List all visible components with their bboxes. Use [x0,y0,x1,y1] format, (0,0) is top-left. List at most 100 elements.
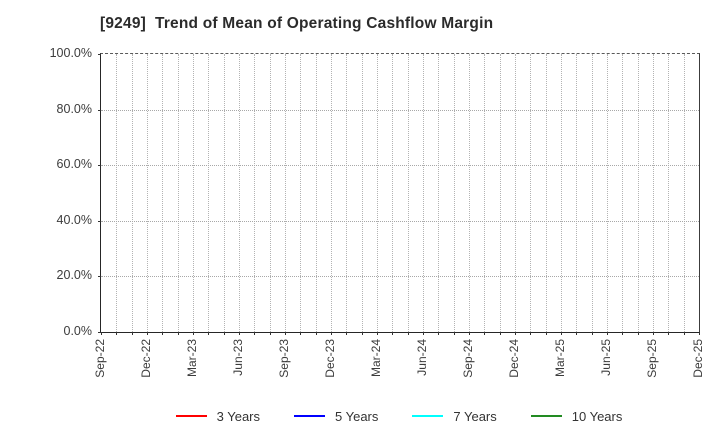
gridline-vertical [561,54,562,332]
x-axis-tick [438,332,440,335]
gridline-vertical [377,54,378,332]
x-axis-tick [607,332,608,335]
y-tick-label: 40.0% [56,212,92,227]
x-axis-tick [453,332,455,335]
x-axis-tick [683,332,685,335]
x-axis-tick [530,332,532,335]
gridline-vertical [423,54,424,332]
gridline-vertical [193,54,194,332]
gridline-vertical [131,54,133,332]
legend-label-5-years: 5 Years [335,408,379,424]
x-tick-label: Jun-24 [415,339,429,376]
gridline-vertical [116,54,118,332]
gridline-vertical [499,54,501,332]
x-tick-label: Sep-25 [645,339,659,378]
gridline-vertical [591,54,593,332]
x-axis-tick [208,332,210,335]
x-tick-label: Mar-23 [185,339,199,378]
gridline-vertical [223,54,225,332]
x-axis-tick [177,332,179,335]
x-tick-label: Sep-24 [461,339,475,378]
gridline-vertical [576,54,578,332]
gridline-vertical [438,54,440,332]
gridline-vertical [668,54,670,332]
x-axis-tick [469,332,470,335]
x-axis-tick [637,332,639,335]
chart-title: [9249] Trend of Mean of Operating Cashfl… [100,15,494,32]
gridline-vertical [484,54,486,332]
x-tick-label: Jun-23 [231,339,245,376]
x-axis-tick [622,332,624,335]
legend-item-3-years: 3 Years [175,408,260,424]
x-tick-label: Jun-25 [599,339,613,376]
gridline-horizontal [101,165,699,167]
x-axis-tick [315,332,317,335]
legend-label-7-years: 7 Years [453,408,497,424]
gridline-vertical [177,54,179,332]
gridline-horizontal [101,276,699,278]
gridline-vertical [407,54,409,332]
x-axis-tick [484,332,486,335]
legend-item-7-years: 7 Years [412,408,497,424]
y-tick-label: 60.0% [56,157,92,172]
gridline-vertical [637,54,639,332]
x-tick-label: Dec-25 [691,339,705,378]
x-tick-label: Dec-23 [323,339,337,378]
x-tick-label: Sep-23 [277,339,291,378]
x-axis-tick [346,332,348,335]
legend-line-7-years [412,415,444,417]
x-axis-tick [515,332,516,335]
gridline-vertical [683,54,685,332]
x-axis-tick [423,332,424,335]
x-axis-tick [269,332,271,335]
gridline-vertical [530,54,532,332]
gridline-vertical [162,54,164,332]
x-axis-tick [285,332,286,335]
x-axis-tick [499,332,501,335]
x-axis-tick [576,332,578,335]
gridline-vertical [653,54,654,332]
x-axis-tick [591,332,593,335]
gridline-vertical [285,54,286,332]
gridline-vertical [208,54,210,332]
gridline-vertical [254,54,256,332]
x-axis-tick [254,332,256,335]
x-axis-tick [545,332,547,335]
gridline-vertical [300,54,302,332]
x-axis-tick [699,332,700,335]
gridline-horizontal [101,220,699,222]
legend: 3 Years 5 Years 7 Years 10 Years [100,404,698,428]
y-axis-tick [98,54,101,55]
x-axis-tick [561,332,562,335]
gridline-vertical [453,54,455,332]
gridline-vertical [147,54,148,332]
gridline-vertical [622,54,624,332]
x-axis-tick [101,332,102,335]
x-axis-tick [392,332,394,335]
gridline-vertical [607,54,608,332]
x-tick-label: Mar-25 [553,339,567,378]
x-axis-tick [361,332,363,335]
gridline-vertical [315,54,317,332]
x-axis-tick [223,332,225,335]
gridline-vertical [392,54,394,332]
x-axis-tick [239,332,240,335]
gridline-vertical [361,54,363,332]
y-axis: 0.0% 20.0% 40.0% 60.0% 80.0% 100.0% [0,46,92,338]
legend-item-10-years: 10 Years [530,409,622,424]
legend-label-3-years: 3 Years [216,408,260,424]
y-tick-label: 20.0% [56,268,92,283]
gridline-vertical [239,54,240,332]
x-axis-tick [162,332,164,335]
gridline-vertical [269,54,271,332]
gridline-vertical [469,54,470,332]
x-axis-tick [331,332,332,335]
y-tick-label: 0.0% [63,324,93,338]
y-axis-tick [98,165,101,167]
gridline-vertical [346,54,348,332]
x-axis-tick [147,332,148,335]
x-tick-label: Sep-22 [93,339,107,378]
x-axis-tick [116,332,118,335]
x-axis-tick [377,332,378,335]
